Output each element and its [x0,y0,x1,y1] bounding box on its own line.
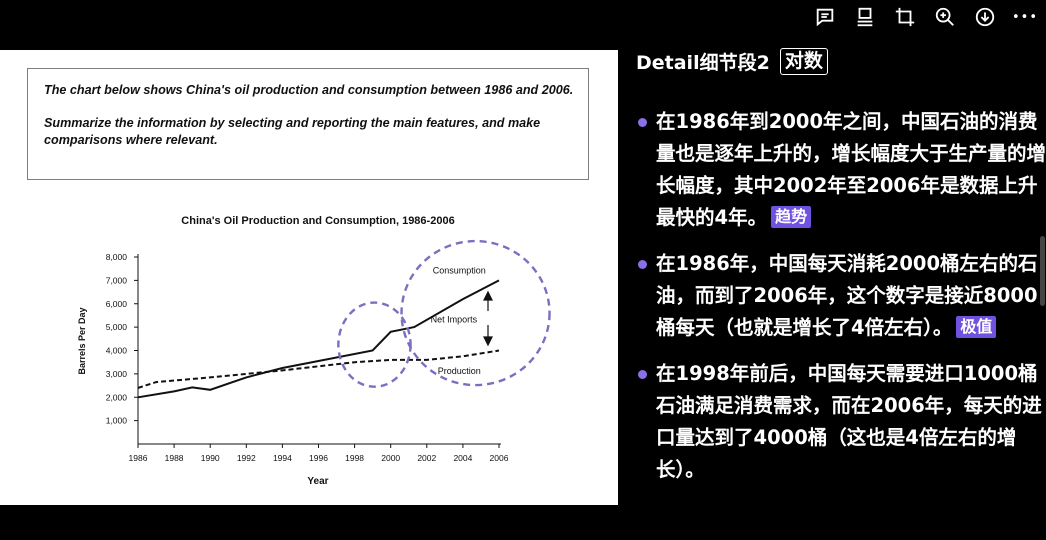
series-line-production [137,349,500,389]
trend-tag: 趋势 [771,206,812,228]
extreme-tag: 极值 [956,316,997,338]
chart-axes [137,254,501,445]
y-tick-label: 3,000 [106,369,128,379]
x-tick-label: 1986 [129,453,148,463]
bullet-item: 在1986年到2000年之间，中国石油的消费量也是逐年上升的，增长幅度大于生产量… [636,106,1046,234]
bullet-text: 在1986年到2000年之间，中国石油的消费量也是逐年上升的，增长幅度大于生产量… [656,110,1046,229]
y-tick-label: 4,000 [106,346,128,356]
bullet-text: 在1986年，中国每天消耗2000桶左右的石油，而到了2006年，这个数字是接近… [656,252,1038,339]
x-tick-label: 2004 [453,453,472,463]
annotation-label: Production [438,366,481,376]
zoom-in-icon [935,7,954,26]
task-description: The chart below shows China's oil produc… [44,83,574,97]
x-tick-label: 2000 [381,453,400,463]
comment-icon [816,8,834,27]
notes-panel: Detail细节段2 对数 在1986年到2000年之间，中国石油的消费量也是逐… [618,40,1046,540]
right-scroll-handle[interactable] [1040,236,1045,306]
bullet-dot-icon [638,260,647,269]
bullet-dot-icon [638,370,647,379]
caption-button[interactable] [850,2,880,32]
x-tick-label: 1992 [237,453,256,463]
highlight-circle [400,239,551,387]
bullet-dot-icon [638,118,647,127]
more-icon: ••• [1011,9,1038,25]
y-tick-label: 6,000 [106,299,128,309]
zoom-in-button[interactable] [930,2,960,32]
panel-title-text: Detail细节段2 [636,52,770,74]
more-button[interactable]: ••• [1010,2,1040,32]
annotation-label: Net Imports [431,314,478,324]
highlight-circle [337,301,412,388]
viewer-toolbar: ••• [810,2,1040,32]
download-button[interactable] [970,2,1000,32]
y-tick-label: 1,000 [106,416,128,426]
x-axis-label: Year [307,476,328,487]
task-prompt-box: The chart below shows China's oil produc… [27,68,589,180]
chart-series [137,279,500,399]
y-axis-label: Barrels Per Day [77,307,87,374]
bullet-text: 在1998年前后，中国每天需要进口1000桶石油满足消费需求，而在2006年，每… [656,362,1042,481]
y-tick-label: 2,000 [106,392,128,402]
y-tick-label: 7,000 [106,275,128,285]
download-icon [975,7,995,27]
x-tick-label: 1988 [165,453,184,463]
x-tick-label: 1990 [201,453,220,463]
crop-icon [895,7,915,27]
bullet-item: 在1998年前后，中国每天需要进口1000桶石油满足消费需求，而在2006年，每… [636,358,1046,486]
x-tick-label: 2006 [490,453,509,463]
y-tick-label: 5,000 [106,322,128,332]
caption-icon [857,7,873,27]
oil-line-chart: China's Oil Production and Consumption, … [77,215,551,487]
chart-annotations: Consumption Net Imports Production [337,239,551,388]
task-instruction: Summarize the information by selecting a… [44,116,541,147]
x-tick-label: 1996 [309,453,328,463]
panel-title: Detail细节段2 对数 [636,48,828,75]
crop-button[interactable] [890,2,920,32]
y-tick-label: 8,000 [106,252,128,262]
task-slide: The chart below shows China's oil produc… [0,50,618,505]
x-tick-label: 1998 [345,453,364,463]
x-tick-label: 1994 [273,453,292,463]
bullet-list: 在1986年到2000年之间，中国石油的消费量也是逐年上升的，增长幅度大于生产量… [636,106,1046,500]
x-tick-label: 2002 [417,453,436,463]
series-line-consumption [137,279,500,399]
comment-button[interactable] [810,2,840,32]
chart-title: China's Oil Production and Consumption, … [181,215,454,227]
annotation-label: Consumption [433,265,486,275]
net-imports-arrow [483,290,493,347]
chart-ticks: 1986 1988 1990 1992 1994 1996 1998 2000 2002 2004… [106,252,509,463]
bullet-item: 在1986年，中国每天消耗2000桶左右的石油，而到了2006年，这个数字是接近… [636,248,1046,344]
panel-title-tag: 对数 [779,48,828,75]
